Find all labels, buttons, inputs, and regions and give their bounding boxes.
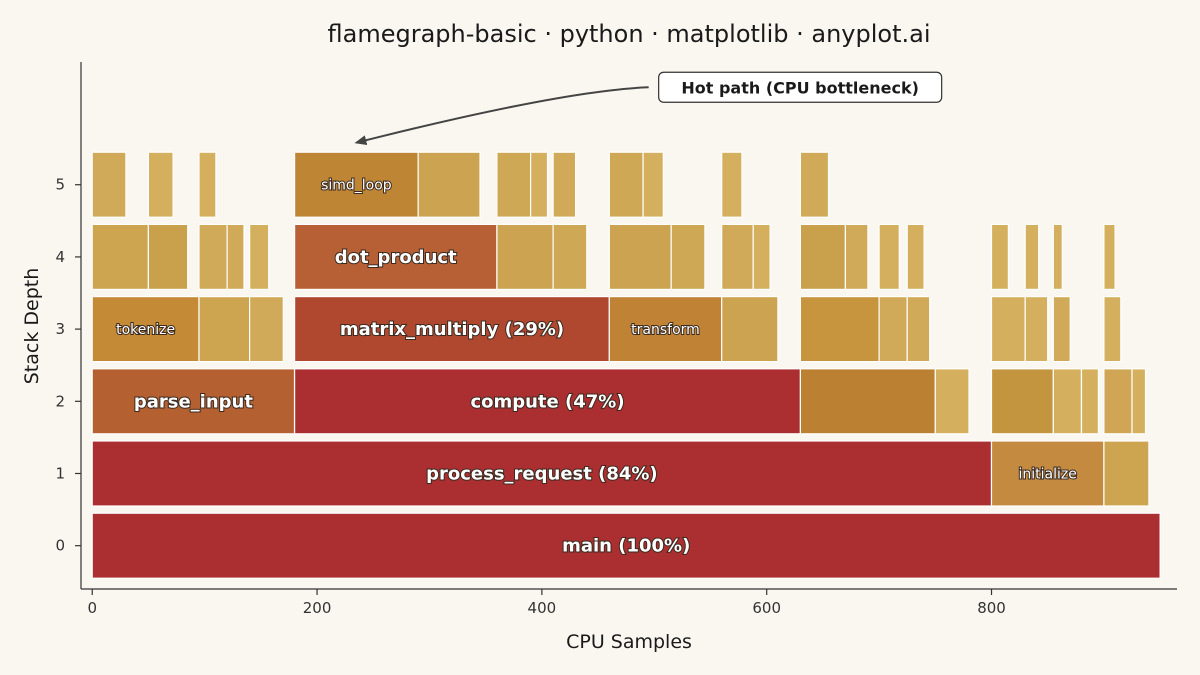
- frame-bar: [799, 223, 847, 290]
- frame-bar: [529, 151, 549, 218]
- x-tick-label: 600: [752, 599, 781, 617]
- frame-bar: [844, 223, 869, 290]
- frame-bar: [294, 368, 801, 435]
- frame-bar: [91, 223, 149, 290]
- frame-bar: [552, 223, 588, 290]
- frame-bar: [417, 151, 481, 218]
- x-tick-label: 400: [528, 599, 557, 617]
- frame-bar: [147, 223, 189, 290]
- annotation-arrow: [354, 86, 649, 146]
- y-tick-label: 2: [55, 392, 65, 410]
- y-ticks: 0 1 2 3 4 5: [55, 176, 81, 555]
- frame-bar: [226, 223, 245, 290]
- frame-bar: [670, 223, 706, 290]
- x-tick-label: 200: [303, 599, 332, 617]
- x-tick-label: 800: [977, 599, 1006, 617]
- frame-bar: [990, 368, 1054, 435]
- frame-bar: [294, 296, 610, 363]
- x-tick-label: 0: [87, 599, 97, 617]
- frame-label: matrix_multiply (29%): [340, 319, 564, 340]
- frame-bar: [91, 368, 296, 435]
- frame-bar: [878, 223, 900, 290]
- frame-bar: [799, 368, 936, 435]
- hot-path-annotation: Hot path (CPU bottleneck): [354, 71, 943, 146]
- frame-bar: [1024, 296, 1049, 363]
- frame-bar: [608, 296, 723, 363]
- frame-bar: [642, 151, 664, 218]
- frame-bar: [990, 223, 1009, 290]
- frame-bar: [1103, 440, 1150, 507]
- frames-layer: main (100%) process_request (84%) initiali…: [91, 151, 1161, 579]
- x-ticks: 0 200 400 600 800: [87, 589, 1006, 617]
- frame-bar: [934, 368, 970, 435]
- frame-label: parse_input: [134, 391, 254, 412]
- frame-bar: [990, 440, 1105, 507]
- axes: [80, 62, 1177, 590]
- frame-bar: [198, 151, 217, 218]
- frame-bar: [91, 151, 127, 218]
- frame-bar: [752, 223, 771, 290]
- annotation-text: Hot path (CPU bottleneck): [681, 78, 919, 97]
- frame-bar: [608, 151, 644, 218]
- y-tick-label: 1: [55, 464, 65, 482]
- frame-bar: [721, 296, 779, 363]
- frame-bar: [1080, 368, 1099, 435]
- chart-title: flamegraph-basic · python · matplotlib ·…: [328, 20, 931, 48]
- frame-bar: [91, 512, 1161, 579]
- frame-bar: [198, 296, 251, 363]
- frame-bar: [906, 296, 931, 363]
- frame-bar: [249, 296, 284, 363]
- frame-bar: [1103, 223, 1116, 290]
- frame-bar: [990, 296, 1026, 363]
- x-axis-label: CPU Samples: [566, 631, 692, 653]
- frame-label: tokenize: [116, 322, 175, 338]
- annotation-box: [658, 71, 943, 103]
- y-tick-label: 5: [55, 176, 65, 194]
- frame-bar: [1052, 223, 1063, 290]
- frame-bar: [496, 223, 554, 290]
- frame-bar: [294, 151, 419, 218]
- frame-bar: [294, 223, 498, 290]
- frame-bar: [721, 151, 743, 218]
- frame-bar: [91, 440, 993, 507]
- frame-label: compute (47%): [470, 391, 624, 412]
- y-tick-label: 4: [55, 248, 65, 266]
- frame-bar: [1024, 223, 1040, 290]
- frame-bar: [249, 223, 270, 290]
- frame-bar: [1103, 368, 1133, 435]
- frame-bar: [1103, 296, 1122, 363]
- y-axis-label: Stack Depth: [21, 268, 43, 385]
- frame-bar: [878, 296, 908, 363]
- y-tick-label: 0: [55, 537, 65, 555]
- frame-bar: [608, 223, 672, 290]
- frame-bar: [721, 223, 754, 290]
- frame-bar: [906, 223, 925, 290]
- frame-label: transform: [631, 322, 700, 338]
- frame-bar: [552, 151, 577, 218]
- frame-label: process_request (84%): [426, 464, 658, 485]
- frame-bar: [198, 223, 228, 290]
- frame-label: initialize: [1019, 467, 1077, 483]
- frame-bar: [799, 296, 880, 363]
- frame-bar: [1131, 368, 1147, 435]
- frame-bar: [91, 296, 200, 363]
- frame-label: main (100%): [562, 536, 690, 557]
- frame-label: dot_product: [335, 247, 457, 268]
- y-tick-label: 3: [55, 320, 65, 338]
- frame-bar: [1052, 368, 1083, 435]
- frame-bar: [799, 151, 830, 218]
- frame-bar: [1052, 296, 1071, 363]
- frame-bar: [496, 151, 532, 218]
- frame-label: simd_loop: [321, 178, 392, 194]
- frame-bar: [147, 151, 174, 218]
